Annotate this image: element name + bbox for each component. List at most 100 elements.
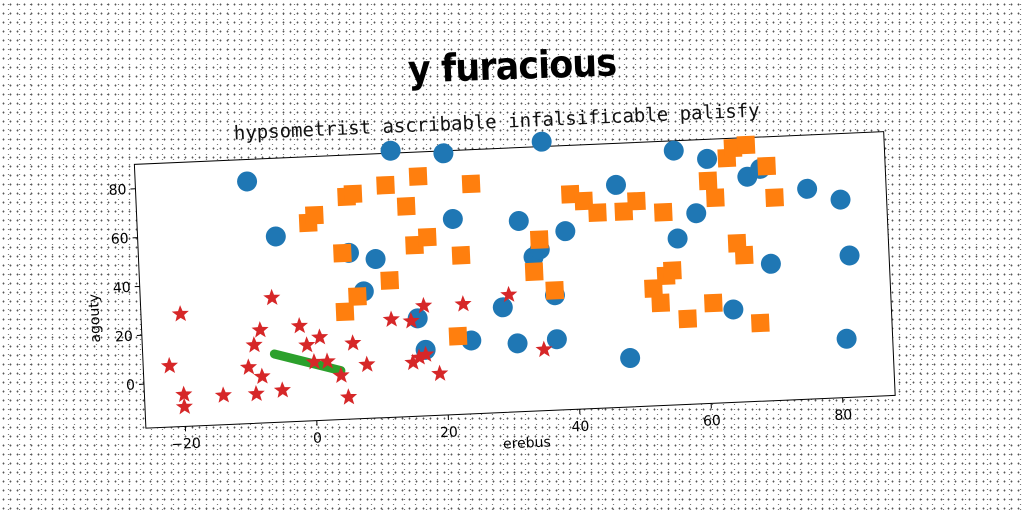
circle-point [546, 329, 567, 350]
circle-point [508, 210, 529, 231]
star-point [247, 384, 265, 402]
circle-point [433, 143, 454, 164]
star-point [358, 355, 376, 373]
square-point [380, 271, 400, 290]
y-tick-label: 80 [108, 182, 127, 199]
y-tick-label: 20 [115, 329, 134, 346]
y-tick-label: 40 [113, 280, 132, 297]
star-point [340, 388, 358, 405]
circle-point [667, 228, 688, 249]
circle-point [836, 328, 857, 349]
x-tick-label: 40 [571, 419, 590, 436]
square-point [588, 203, 607, 223]
square-point [698, 171, 718, 191]
x-tick-label: −20 [171, 436, 201, 453]
square-point [524, 262, 544, 282]
square-point [703, 293, 723, 313]
y-axis: 0 20 40 60 80 [108, 182, 144, 394]
star-point [263, 288, 281, 306]
square-point [627, 191, 646, 211]
plot-frame [133, 131, 896, 429]
star-point [332, 366, 350, 384]
circle-point [839, 245, 860, 266]
square-point [757, 156, 777, 176]
x-tick-label: 0 [313, 430, 323, 446]
square-point [750, 313, 770, 333]
square-point [417, 227, 437, 247]
star-point [431, 364, 449, 382]
circle-point [686, 203, 707, 224]
x-axis: −20 0 20 40 60 80 [171, 397, 853, 453]
star-point [175, 385, 193, 403]
circle-point [492, 297, 513, 318]
circle-point [697, 148, 718, 169]
square-point [736, 135, 756, 155]
square-point [348, 287, 367, 306]
star-point [404, 353, 422, 371]
square-point [529, 230, 549, 250]
star-point [298, 336, 316, 353]
circle-point [663, 140, 684, 161]
circle-point [797, 178, 818, 199]
square-point [705, 188, 725, 208]
circle-point [555, 221, 576, 242]
star-point [253, 367, 271, 385]
square-point [663, 261, 682, 280]
star-point [318, 352, 336, 369]
square-point [651, 293, 671, 313]
square-point [333, 243, 352, 263]
square-point [653, 202, 673, 222]
square-point [408, 167, 428, 186]
plot-area: −20 0 20 40 60 80 0 20 40 60 80 erebus agouty [86, 131, 896, 453]
chart-marks [160, 131, 860, 415]
star-point [454, 295, 472, 312]
square-point [678, 309, 698, 329]
star-point [410, 348, 428, 365]
y-tick-label: 0 [126, 378, 136, 394]
x-axis-label: erebus [503, 434, 551, 452]
star-point [239, 358, 258, 375]
star-point [382, 310, 400, 328]
circle-point [760, 253, 781, 274]
square-point [343, 184, 363, 204]
circle-point [531, 131, 552, 152]
square-point [376, 175, 395, 195]
star-point [290, 317, 308, 334]
square-point [448, 326, 468, 346]
circle-point [237, 171, 258, 192]
series-line [269, 349, 346, 376]
circle-point [507, 333, 528, 354]
star-point [415, 296, 433, 314]
star-point [251, 321, 269, 338]
x-tick-label: 20 [440, 425, 459, 442]
circle-point [620, 348, 641, 369]
x-tick-label: 80 [834, 407, 853, 424]
star-point [417, 345, 435, 363]
square-point [461, 174, 481, 194]
square-point [396, 196, 416, 216]
chart-title: hypsometrist ascribable infalsificable p… [233, 100, 760, 145]
star-point [160, 356, 178, 374]
circle-point [265, 226, 286, 247]
star-point [305, 353, 323, 370]
star-point [171, 305, 189, 322]
square-point [545, 280, 565, 300]
star-point [245, 336, 263, 353]
star-point [273, 381, 291, 398]
circle-point [442, 208, 463, 229]
star-point [311, 328, 329, 345]
star-point [535, 340, 553, 358]
y-axis-label: agouty [86, 294, 104, 343]
square-point [765, 188, 784, 207]
star-point [402, 312, 420, 329]
star-point [214, 386, 232, 403]
star-point [175, 397, 193, 415]
circle-point [830, 189, 851, 210]
circle-point [605, 174, 626, 195]
square-point [451, 245, 471, 265]
square-point [335, 302, 355, 322]
circle-point [723, 299, 744, 320]
circle-point [380, 140, 401, 161]
square-point [305, 205, 324, 225]
